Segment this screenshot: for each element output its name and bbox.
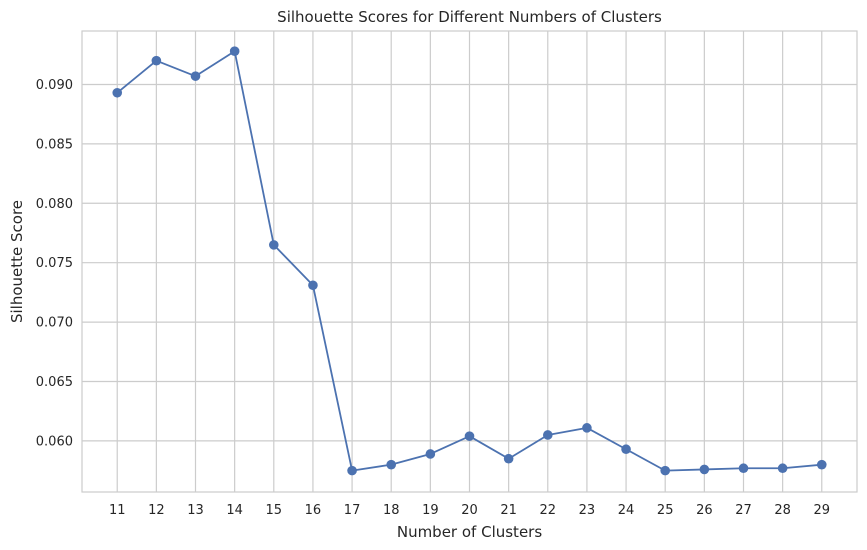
data-point	[464, 431, 475, 441]
y-tick-label: 0.075	[36, 256, 73, 271]
x-tick-label: 15	[266, 503, 283, 518]
data-point	[621, 444, 631, 455]
y-tick-label: 0.090	[36, 78, 73, 93]
y-tick-label: 0.065	[36, 375, 73, 390]
grid-layer	[82, 31, 857, 492]
x-tick-label: 22	[540, 503, 557, 518]
x-tick-label: 12	[148, 503, 165, 518]
data-point	[268, 240, 279, 250]
data-point	[347, 465, 357, 476]
data-point	[229, 46, 240, 56]
y-tick-label: 0.085	[36, 137, 73, 152]
x-tick-label: 27	[735, 503, 752, 518]
data-point	[425, 449, 436, 459]
x-tick-label: 19	[422, 503, 439, 518]
x-tick-label: 28	[774, 503, 791, 518]
x-tick-label: 20	[461, 503, 478, 518]
x-axis-label: Number of Clusters	[397, 523, 542, 541]
data-point	[386, 459, 397, 470]
data-point	[699, 464, 710, 475]
x-tick-label: 25	[657, 503, 674, 518]
x-tick-label: 16	[305, 503, 322, 518]
data-point	[660, 465, 671, 476]
data-point	[777, 463, 788, 474]
x-tick-label: 24	[618, 503, 635, 518]
series-layer	[112, 46, 827, 476]
data-point	[151, 55, 162, 66]
x-tick-label: 21	[500, 503, 517, 518]
x-tick-label: 26	[696, 503, 713, 518]
y-tick-label: 0.060	[36, 434, 73, 449]
ticks-layer: 11 12 13 14 15 16 17 18 19 20 21 22 23 24 25 26 27 28 29 0.…	[36, 78, 830, 518]
data-point	[582, 423, 592, 433]
data-point	[308, 280, 318, 291]
x-tick-label: 29	[813, 503, 830, 518]
data-point	[816, 459, 827, 470]
data-point	[190, 71, 201, 81]
x-tick-label: 23	[579, 503, 596, 518]
x-tick-label: 17	[344, 503, 361, 518]
x-tick-label: 14	[226, 503, 243, 518]
y-axis-label: Silhouette Score	[8, 200, 26, 323]
data-point	[738, 463, 749, 474]
chart-title: Silhouette Scores for Different Numbers …	[277, 8, 662, 26]
x-tick-label: 11	[109, 503, 126, 518]
x-tick-label: 18	[383, 503, 400, 518]
y-tick-label: 0.080	[36, 197, 73, 212]
plot-frame	[81, 30, 858, 493]
data-point	[112, 87, 123, 98]
data-point	[503, 453, 514, 464]
y-tick-label: 0.070	[36, 316, 73, 331]
data-point	[542, 430, 553, 440]
x-tick-label: 13	[187, 503, 204, 518]
